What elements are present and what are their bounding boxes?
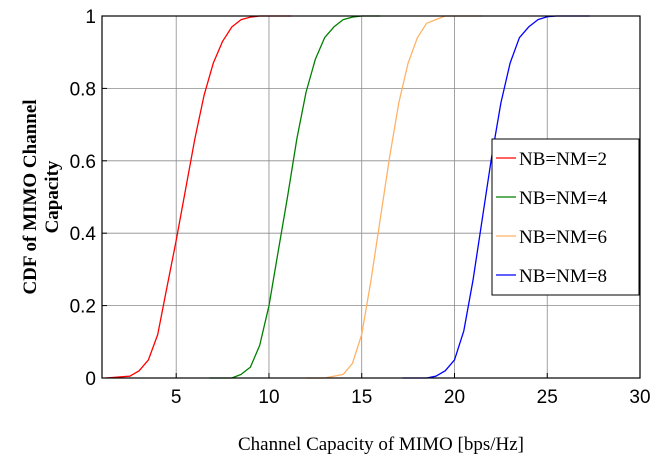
x-axis-title: Channel Capacity of MIMO [bps/Hz] xyxy=(238,434,524,455)
y-tick-label: 0.8 xyxy=(70,79,96,100)
series-line-3 xyxy=(306,15,483,379)
legend-label-1: NB=NM=2 xyxy=(519,149,607,170)
x-tick-label: 5 xyxy=(171,387,182,408)
series-line-1 xyxy=(105,15,292,379)
x-tick-label: 10 xyxy=(258,387,279,408)
y-axis-ticks: 0 0.2 0.4 0.6 0.8 1 xyxy=(70,7,107,390)
plot-frame xyxy=(101,15,641,379)
y-tick-label: 0 xyxy=(85,369,96,390)
y-tick-label: 0.2 xyxy=(70,297,96,318)
x-tick-label: 20 xyxy=(444,387,465,408)
legend-label-2: NB=NM=4 xyxy=(519,188,607,209)
legend-label-3: NB=NM=6 xyxy=(519,227,607,248)
x-tick-label: 30 xyxy=(629,387,650,408)
x-tick-label: 25 xyxy=(537,387,558,408)
legend-box xyxy=(491,138,640,296)
x-axis-ticks: 5 10 15 20 25 30 xyxy=(171,373,651,408)
x-tick-label: 15 xyxy=(351,387,372,408)
series-line-2 xyxy=(209,15,381,379)
legend: NB=NM=2 NB=NM=4 NB=NM=6 NB=NM=8 xyxy=(491,138,640,296)
legend-label-4: NB=NM=8 xyxy=(519,266,607,287)
y-tick-label: 0.4 xyxy=(70,224,97,245)
y-axis-title-line-2: Capacity xyxy=(42,160,63,233)
y-axis-title: CDF of MIMO Channel Capacity xyxy=(20,99,63,294)
y-axis-title-line-1: CDF of MIMO Channel xyxy=(20,99,41,294)
y-tick-label: 0.6 xyxy=(70,152,96,173)
y-tick-label: 1 xyxy=(85,7,96,28)
